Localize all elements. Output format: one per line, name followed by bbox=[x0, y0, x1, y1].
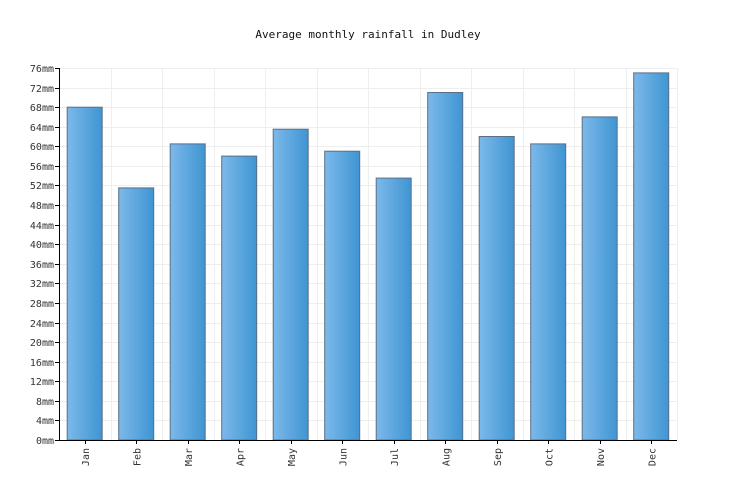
y-tick-label: 28mm bbox=[30, 299, 54, 310]
bar-oct bbox=[530, 143, 567, 441]
y-tick-label: 20mm bbox=[30, 338, 54, 349]
y-tick-label: 44mm bbox=[30, 221, 54, 232]
bar-jul bbox=[375, 177, 412, 441]
x-tick-label-aug: Aug bbox=[441, 448, 452, 466]
bars bbox=[66, 72, 670, 441]
bar-feb bbox=[118, 187, 155, 441]
y-tick-label: 60mm bbox=[30, 142, 54, 153]
bar-sep bbox=[478, 136, 515, 441]
bar-may bbox=[272, 128, 309, 441]
y-axis-ticks: 0mm 4mm 8mm 12mm 16mm 20mm 24mm 28mm 32mm 36mm 40m… bbox=[30, 64, 59, 447]
bar-jan bbox=[66, 106, 103, 441]
x-tick-label-sep: Sep bbox=[493, 448, 504, 466]
x-tick-label-jan: Jan bbox=[81, 448, 92, 466]
y-tick-label: 64mm bbox=[30, 123, 54, 134]
y-tick-label: 40mm bbox=[30, 240, 54, 251]
bar-apr bbox=[221, 155, 258, 441]
x-tick-label-oct: Oct bbox=[544, 448, 555, 466]
y-tick-label: 52mm bbox=[30, 181, 54, 192]
y-tick-label: 76mm bbox=[30, 64, 54, 75]
bar-nov bbox=[581, 116, 618, 441]
y-tick-label: 16mm bbox=[30, 358, 54, 369]
y-tick-label: 12mm bbox=[30, 377, 54, 388]
bar-jun bbox=[324, 150, 361, 441]
x-tick-label-mar: Mar bbox=[184, 448, 195, 466]
x-tick-label-dec: Dec bbox=[647, 448, 658, 466]
y-tick-label: 36mm bbox=[30, 260, 54, 271]
y-tick-label: 72mm bbox=[30, 84, 54, 95]
axes bbox=[59, 68, 677, 441]
y-tick-label: 24mm bbox=[30, 319, 54, 330]
y-tick-label: 8mm bbox=[36, 397, 54, 408]
x-tick-label-jun: Jun bbox=[338, 448, 349, 466]
y-tick-label: 0mm bbox=[36, 436, 54, 447]
x-tick-label-nov: Nov bbox=[596, 448, 607, 466]
y-tick-label: 4mm bbox=[36, 416, 54, 427]
grid-lines bbox=[59, 68, 678, 440]
bar-aug bbox=[427, 92, 464, 441]
x-tick-label-apr: Apr bbox=[235, 448, 246, 466]
x-tick-label-may: May bbox=[287, 448, 298, 466]
bar-mar bbox=[169, 143, 206, 441]
bar-dec bbox=[633, 72, 670, 441]
x-tick-label-feb: Feb bbox=[132, 448, 143, 466]
y-tick-label: 48mm bbox=[30, 201, 54, 212]
chart-title: Average monthly rainfall in Dudley bbox=[255, 28, 481, 41]
y-tick-label: 68mm bbox=[30, 103, 54, 114]
x-axis-ticks: Jan Feb Mar Apr May Jun Jul Aug Sep Oct Nov Dec bbox=[81, 440, 658, 466]
y-tick-label: 56mm bbox=[30, 162, 54, 173]
y-tick-label: 32mm bbox=[30, 279, 54, 290]
x-tick-label-jul: Jul bbox=[390, 448, 401, 466]
